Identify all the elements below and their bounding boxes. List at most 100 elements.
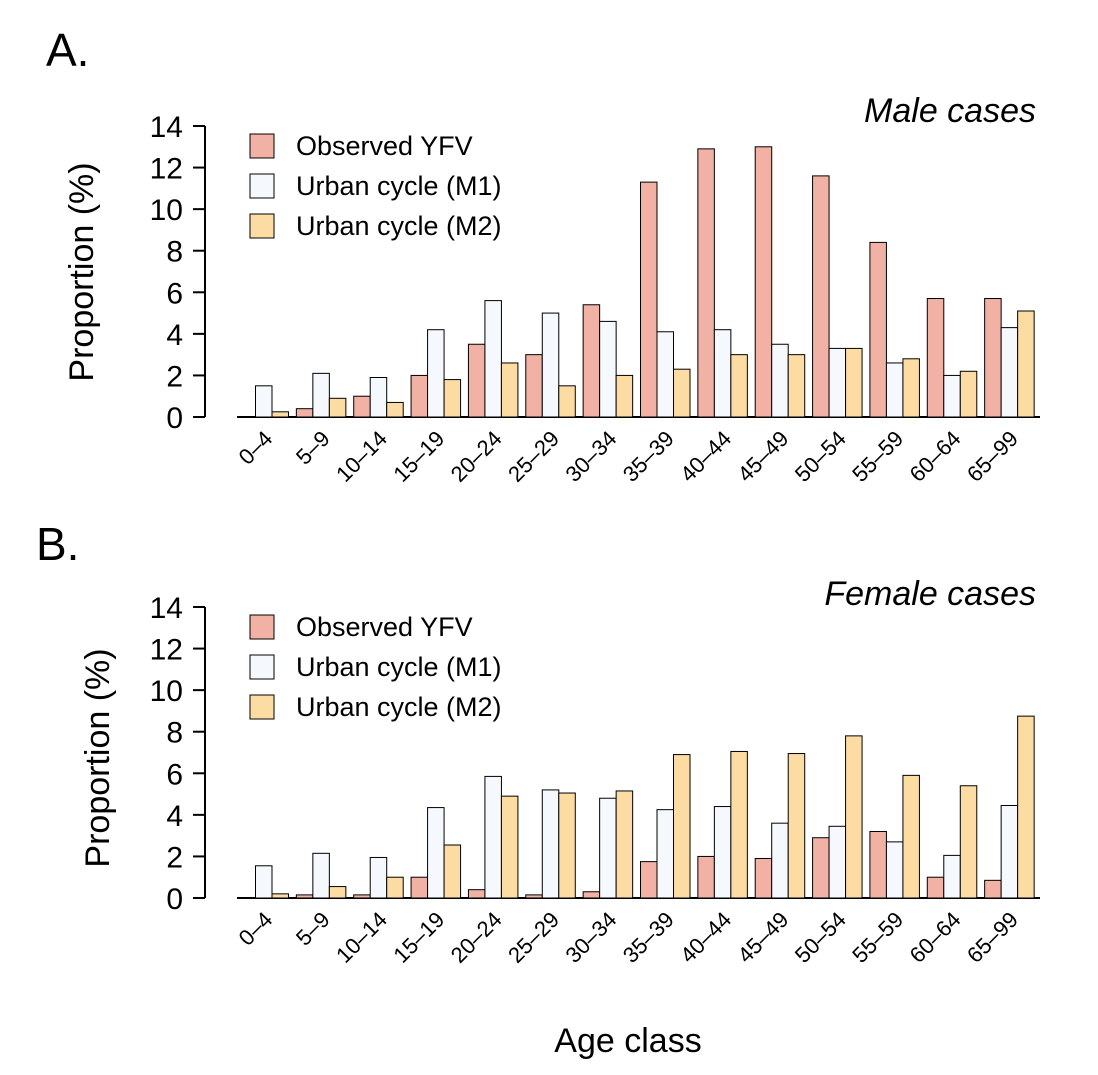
bar-urban-cycle-m2-55–59 bbox=[902, 774, 920, 899]
x-tick-label: 40–44 bbox=[675, 426, 736, 487]
panel-label: A. bbox=[46, 24, 89, 76]
bar-urban-cycle-m1-45–49 bbox=[771, 343, 789, 418]
x-tick-label: 5–9 bbox=[291, 426, 335, 470]
x-tick-label: 45–49 bbox=[733, 907, 794, 968]
bar-observed-yfv-35–39 bbox=[640, 181, 658, 418]
x-tick-label: 25–29 bbox=[503, 907, 564, 968]
x-tick-label: 20–24 bbox=[446, 426, 507, 487]
bar-observed-yfv-15–19 bbox=[410, 374, 429, 418]
bar-urban-cycle-m1-0–4 bbox=[255, 385, 273, 418]
bar-urban-cycle-m2-20–24 bbox=[500, 795, 519, 899]
y-tick-label: 4 bbox=[166, 319, 183, 352]
y-tick-label: 6 bbox=[166, 758, 183, 791]
bar-observed-yfv-40–44 bbox=[697, 855, 715, 899]
bar-urban-cycle-m1-45–49 bbox=[771, 822, 789, 899]
x-tick-label: 55–59 bbox=[847, 426, 908, 487]
x-tick-label: 65–99 bbox=[962, 907, 1023, 968]
bar-observed-yfv-60–64 bbox=[926, 298, 945, 418]
bar-observed-yfv-45–49 bbox=[754, 858, 773, 899]
bar-urban-cycle-m2-20–24 bbox=[500, 362, 519, 418]
bar-observed-yfv-45–49 bbox=[754, 146, 773, 418]
y-tick-label: 12 bbox=[150, 153, 183, 186]
x-tick-label: 30–34 bbox=[560, 426, 621, 487]
x-tick-label: 50–54 bbox=[790, 426, 851, 487]
x-tick-label: 55–59 bbox=[847, 907, 908, 968]
bar-observed-yfv-65–99 bbox=[984, 298, 1002, 418]
bar-urban-cycle-m2-10–14 bbox=[386, 876, 404, 899]
y-tick-label: 6 bbox=[166, 277, 183, 310]
bar-observed-yfv-10–14 bbox=[353, 894, 371, 899]
y-tick-label: 2 bbox=[166, 841, 183, 874]
x-tick-label: 35–39 bbox=[618, 426, 679, 487]
bar-observed-yfv-50–54 bbox=[812, 175, 830, 418]
x-tick-label: 10–14 bbox=[331, 426, 392, 487]
panel-label: B. bbox=[36, 518, 79, 570]
y-tick-label: 8 bbox=[166, 236, 183, 269]
bar-urban-cycle-m2-65–99 bbox=[1017, 715, 1035, 899]
bar-observed-yfv-65–99 bbox=[984, 879, 1002, 899]
x-tick-label: 40–44 bbox=[675, 907, 736, 968]
bar-urban-cycle-m1-55–59 bbox=[885, 841, 904, 899]
bar-observed-yfv-30–34 bbox=[582, 304, 601, 418]
bar-urban-cycle-m2-35–39 bbox=[673, 754, 691, 899]
y-tick-label: 14 bbox=[150, 111, 183, 144]
bar-urban-cycle-m1-40–44 bbox=[713, 329, 732, 418]
chart-title: Male cases bbox=[864, 92, 1036, 130]
bar-urban-cycle-m2-55–59 bbox=[902, 358, 920, 418]
bar-urban-cycle-m1-5–9 bbox=[312, 372, 330, 418]
legend-swatch bbox=[249, 614, 275, 640]
bar-urban-cycle-m2-0–4 bbox=[271, 893, 289, 899]
legend: Observed YFV Urban cycle (M1) Urban cycle … bbox=[249, 131, 502, 241]
bar-observed-yfv-40–44 bbox=[697, 148, 715, 418]
legend-swatch bbox=[249, 173, 275, 199]
bar-urban-cycle-m2-15–19 bbox=[443, 379, 462, 418]
x-tick-label: 5–9 bbox=[291, 907, 335, 951]
bar-observed-yfv-25–29 bbox=[525, 894, 543, 899]
x-axis-label: Age class bbox=[554, 1022, 701, 1060]
bar-urban-cycle-m2-40–44 bbox=[730, 354, 748, 418]
bar-observed-yfv-5–9 bbox=[295, 894, 314, 899]
bar-observed-yfv-20–24 bbox=[467, 343, 486, 418]
bar-urban-cycle-m2-35–39 bbox=[673, 368, 691, 418]
bar-observed-yfv-55–59 bbox=[869, 830, 887, 899]
x-tick-label: 50–54 bbox=[790, 907, 851, 968]
bar-urban-cycle-m1-25–29 bbox=[541, 312, 560, 418]
bar-urban-cycle-m1-15–19 bbox=[427, 329, 445, 418]
bar-urban-cycle-m2-60–64 bbox=[959, 785, 978, 899]
chart-panel-a: A. Male cases 0 2 4 6 8 10 12 14 Proportion (%) 0–4… bbox=[46, 24, 1040, 487]
x-tick-label: 30–34 bbox=[560, 907, 621, 968]
bar-urban-cycle-m2-45–49 bbox=[787, 753, 806, 899]
bar-urban-cycle-m2-45–49 bbox=[787, 354, 806, 418]
bar-observed-yfv-60–64 bbox=[926, 876, 945, 899]
x-tick-label: 0–4 bbox=[234, 907, 278, 951]
bar-urban-cycle-m1-30–34 bbox=[599, 320, 617, 418]
bar-urban-cycle-m1-60–64 bbox=[943, 374, 961, 418]
bar-urban-cycle-m2-30–34 bbox=[615, 374, 634, 418]
bar-urban-cycle-m1-35–39 bbox=[656, 809, 674, 899]
bar-urban-cycle-m1-40–44 bbox=[713, 806, 732, 899]
x-tick-label: 65–99 bbox=[962, 426, 1023, 487]
x-tick-label: 15–19 bbox=[388, 426, 449, 487]
bar-urban-cycle-m2-5–9 bbox=[328, 886, 347, 899]
bar-urban-cycle-m1-20–24 bbox=[484, 775, 502, 899]
y-tick-label: 0 bbox=[166, 402, 183, 435]
legend-swatch bbox=[249, 213, 275, 239]
y-axis-label: Proportion (%) bbox=[63, 162, 101, 381]
bar-urban-cycle-m1-15–19 bbox=[427, 807, 445, 899]
bar-urban-cycle-m2-65–99 bbox=[1017, 310, 1035, 418]
bar-urban-cycle-m1-50–54 bbox=[828, 825, 847, 899]
chart-title: Female cases bbox=[824, 575, 1036, 613]
bar-urban-cycle-m2-30–34 bbox=[615, 790, 634, 899]
y-axis-label: Proportion (%) bbox=[79, 648, 117, 867]
legend-swatch bbox=[249, 133, 275, 159]
bar-urban-cycle-m2-25–29 bbox=[558, 385, 576, 418]
bar-urban-cycle-m1-25–29 bbox=[541, 789, 560, 899]
bar-urban-cycle-m1-10–14 bbox=[369, 856, 388, 899]
bar-urban-cycle-m2-50–54 bbox=[845, 735, 863, 899]
legend-swatch bbox=[249, 694, 275, 720]
bar-observed-yfv-35–39 bbox=[640, 861, 658, 899]
bar-observed-yfv-5–9 bbox=[295, 408, 314, 418]
bar-urban-cycle-m2-0–4 bbox=[271, 411, 289, 418]
chart-panel-b: B. Female cases 0 2 4 6 8 10 12 14 Proportion (%) 0… bbox=[36, 518, 1040, 1060]
